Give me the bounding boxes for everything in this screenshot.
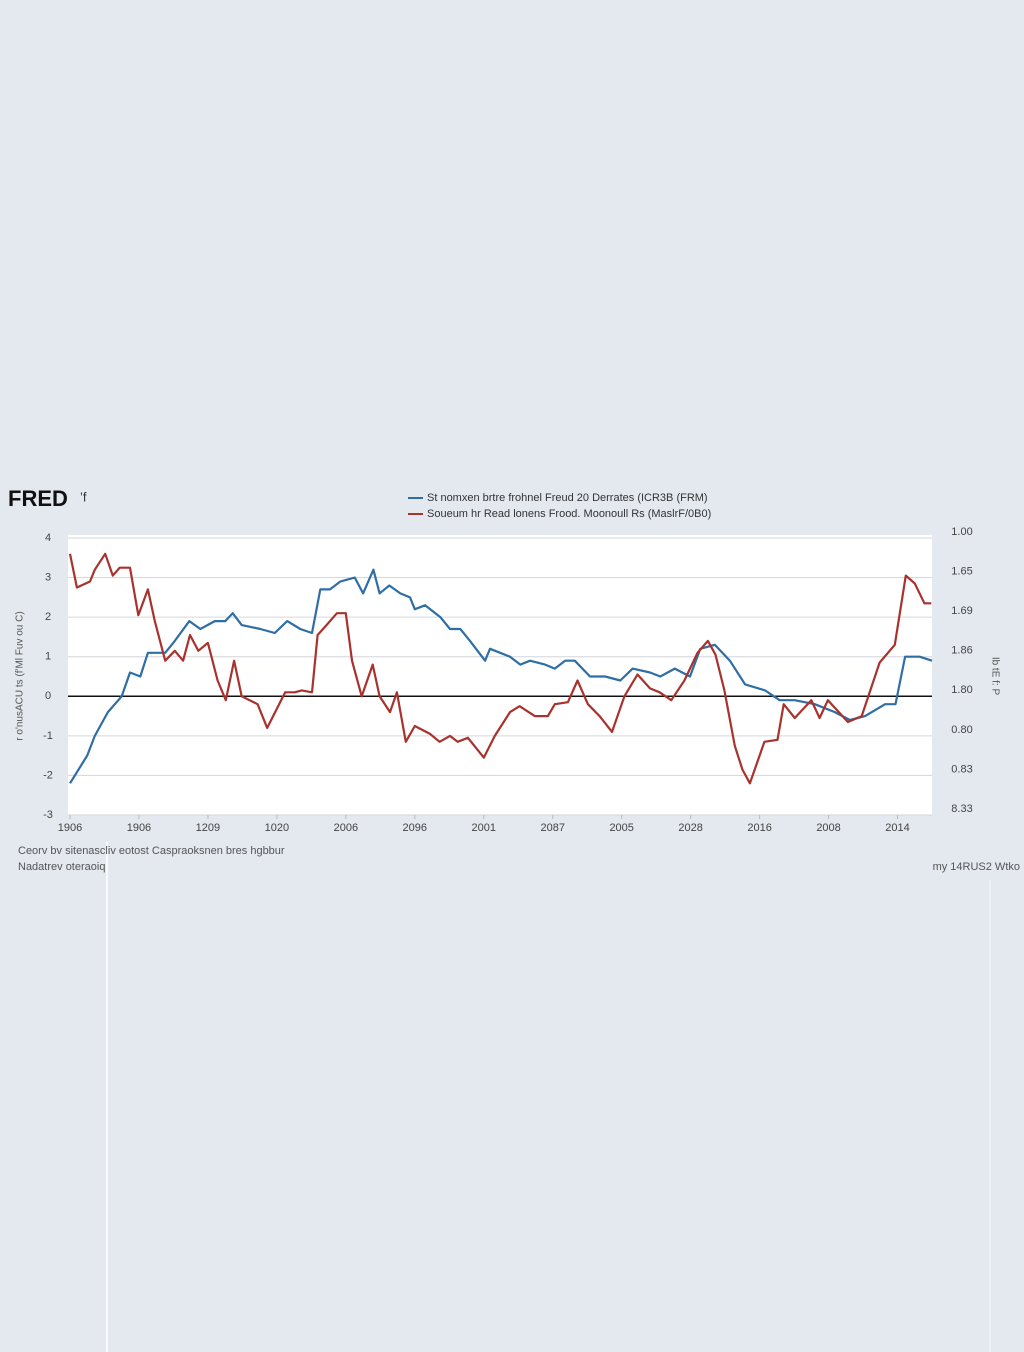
y2-tick-label: 1.86 xyxy=(951,645,972,657)
source-note: Nadatrev oteraoiq xyxy=(18,861,105,873)
x-tick-label: 2008 xyxy=(816,822,840,834)
x-tick-label: 2001 xyxy=(472,822,496,834)
series-line xyxy=(68,552,932,785)
legend-label: St nomxen brtre frohnel Freud 20 Derrate… xyxy=(427,492,708,504)
x-tick-label: 2016 xyxy=(747,822,771,834)
y2-tick-label: 1.00 xyxy=(951,526,972,538)
logo: FRED xyxy=(8,486,68,511)
x-tick-label: 2087 xyxy=(540,822,564,834)
x-tick-label: 2006 xyxy=(334,822,358,834)
logo-suffix: ’f xyxy=(80,489,87,504)
x-tick-label: 1020 xyxy=(265,822,289,834)
y2-tick-label: 0.80 xyxy=(951,724,972,736)
y-tick-label: 0 xyxy=(45,690,51,702)
y-tick-label: -2 xyxy=(43,769,53,781)
y-tick-label: 4 xyxy=(45,532,51,544)
x-tick-label: 1209 xyxy=(196,822,220,834)
x-tick-label: 1906 xyxy=(58,822,82,834)
y2-tick-label: 1.69 xyxy=(951,605,972,617)
y-tick-label: 2 xyxy=(45,611,51,623)
x-tick-label: 2028 xyxy=(678,822,702,834)
series-line xyxy=(69,568,933,784)
y-tick-label: -1 xyxy=(43,730,53,742)
legend-label: Soueum hr Read lonens Frood. Moonoull Rs… xyxy=(427,508,711,520)
x-tick-label: 2005 xyxy=(609,822,633,834)
footer-note: my 14RUS2 Wtko xyxy=(933,861,1020,873)
y2-tick-label: 8.33 xyxy=(951,803,972,815)
x-tick-label: 2096 xyxy=(403,822,427,834)
y-tick-label: 3 xyxy=(45,571,51,583)
y-tick-label: 1 xyxy=(45,651,51,663)
y2-tick-label: 1.65 xyxy=(951,565,972,577)
y-axis-title: r o'nusACU ts (f'Ml Fuv ou C) xyxy=(15,611,26,740)
plot-area xyxy=(68,535,932,815)
y-tick-label: -3 xyxy=(43,809,53,821)
x-tick-label: 1906 xyxy=(127,822,151,834)
y2-tick-label: 1.80 xyxy=(951,684,972,696)
x-tick-label: 2014 xyxy=(885,822,909,834)
y2-tick-label: 0.83 xyxy=(951,763,972,775)
y2-axis-title: Ib tE f: P xyxy=(989,657,1000,696)
source-note: Ceorv bv sitenascliv eotost Caspraoksnen… xyxy=(18,845,285,857)
